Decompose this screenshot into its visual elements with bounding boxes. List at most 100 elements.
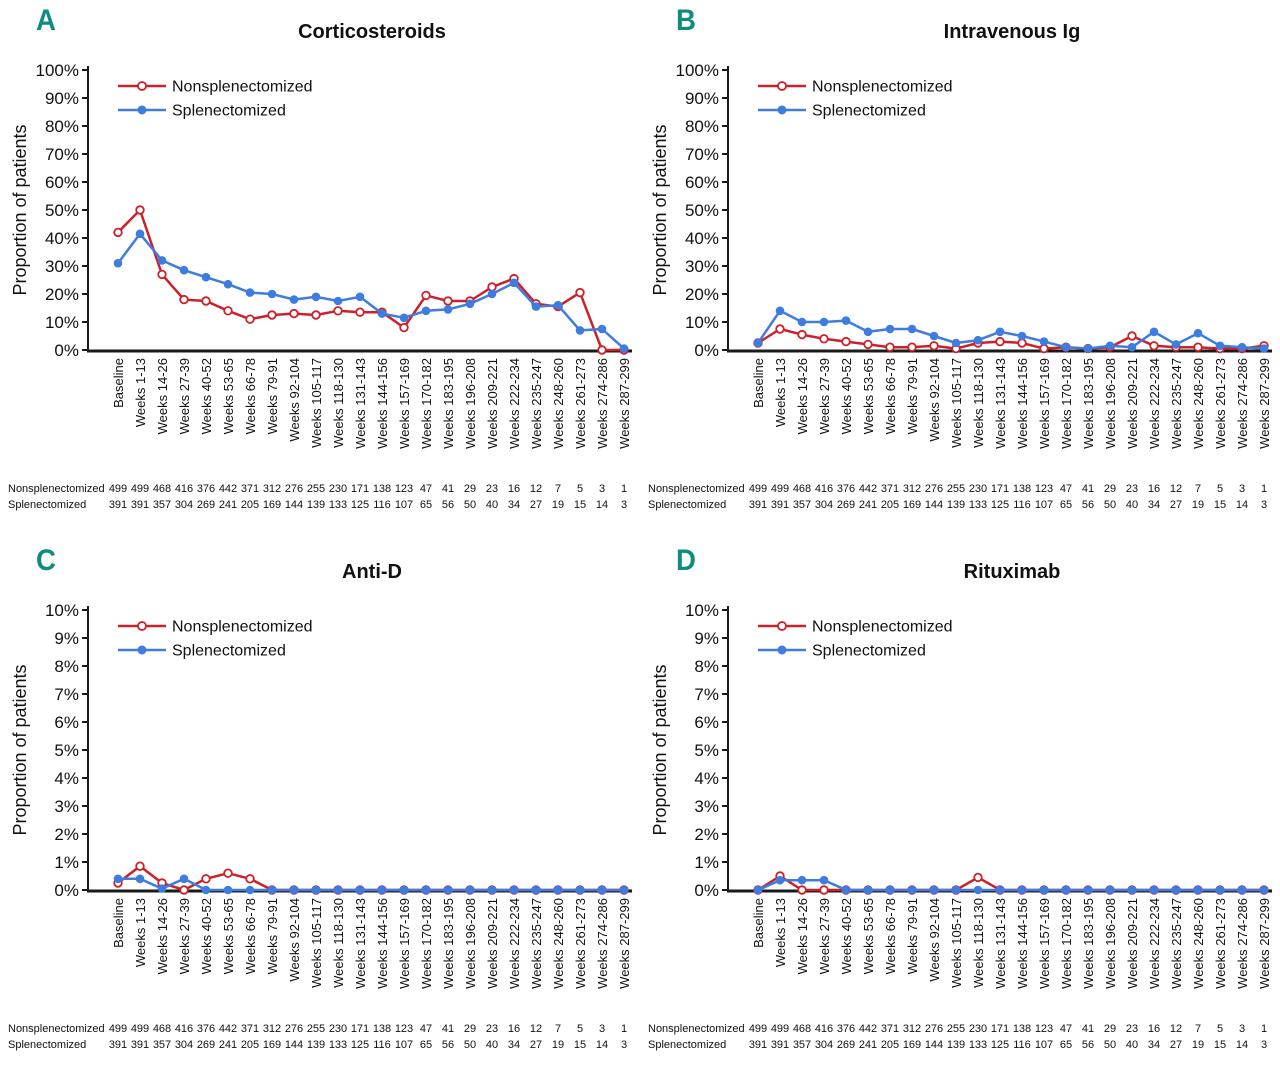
data-point-filled xyxy=(929,331,939,341)
x-tick-label: Weeks 53-65 xyxy=(221,358,236,434)
data-point-open xyxy=(929,341,939,351)
n-value: 312 xyxy=(263,1023,281,1035)
data-point-filled xyxy=(1017,885,1027,895)
data-point-open xyxy=(245,874,255,884)
data-point-filled xyxy=(355,292,365,302)
n-value: 442 xyxy=(859,1023,877,1035)
n-value: 499 xyxy=(109,1023,127,1035)
data-point-filled xyxy=(487,885,497,895)
n-value: 7 xyxy=(1195,483,1201,495)
x-tick-label: Weeks 131-143 xyxy=(353,358,368,449)
data-point-filled xyxy=(355,885,365,895)
data-point-filled xyxy=(553,885,563,895)
chart-rituximab: Rituximab 0% 1% 2% 3% 4% 5% 6% 7% 8% 9% 10% Proporti… xyxy=(648,561,1272,1051)
y-tick-label: 40% xyxy=(685,229,719,248)
n-value: 23 xyxy=(486,483,498,495)
n-value: 1 xyxy=(621,1023,627,1035)
n-value: 230 xyxy=(969,483,987,495)
data-point-open xyxy=(487,282,497,292)
x-tick-label: Weeks 170-182 xyxy=(419,898,434,989)
n-value: 205 xyxy=(241,499,259,511)
data-point-filled xyxy=(421,306,431,316)
panel-d-rituximab: D Rituximab 0% 1% 2% 3% 4% 5% 6% 7% 8% 9% 10% Propor… xyxy=(640,540,1280,1077)
n-value: 499 xyxy=(749,1023,767,1035)
n-value: 276 xyxy=(285,483,303,495)
y-tick-label: 20% xyxy=(45,285,79,304)
n-table-row-label: Splenectomized xyxy=(648,499,726,511)
chart-anti-d: Anti-D 0% 1% 2% 3% 4% 5% 6% 7% 8% 9% 10% Proportion … xyxy=(8,561,632,1051)
n-value: 116 xyxy=(1013,1039,1031,1051)
legend: Nonsplenectomized Splenectomized xyxy=(118,79,313,120)
x-tick-label: Weeks 170-182 xyxy=(1059,358,1074,449)
x-tick-label: Weeks 79-91 xyxy=(905,358,920,434)
n-value: 376 xyxy=(197,483,215,495)
n-value: 29 xyxy=(464,483,476,495)
n-value: 144 xyxy=(285,499,303,511)
x-tick-label: Weeks 118-130 xyxy=(971,898,986,988)
n-value: 40 xyxy=(1126,499,1138,511)
n-value: 133 xyxy=(329,499,347,511)
series-line xyxy=(118,877,624,892)
x-tick-label: Weeks 222-234 xyxy=(1147,358,1162,449)
x-tick-label: Weeks 105-117 xyxy=(309,358,324,448)
panel-letter-d: D xyxy=(676,544,696,577)
n-value: 16 xyxy=(1148,1023,1160,1035)
n-value: 50 xyxy=(1104,1039,1116,1051)
data-point-open xyxy=(311,310,321,320)
n-value: 171 xyxy=(991,483,1009,495)
y-tick-label: 5% xyxy=(694,741,719,760)
n-value: 41 xyxy=(442,483,454,495)
data-point-filled xyxy=(377,309,387,318)
legend-marker-filled-circle xyxy=(777,645,787,655)
n-value: 56 xyxy=(442,1039,454,1051)
data-point-filled xyxy=(311,292,321,302)
y-tick-label: 9% xyxy=(694,629,719,648)
data-point-filled xyxy=(841,885,851,895)
data-point-open xyxy=(819,885,829,895)
n-value: 125 xyxy=(991,499,1009,511)
y-tick-label: 3% xyxy=(54,797,79,816)
legend-marker-open-circle xyxy=(777,81,787,91)
series-splenectomized xyxy=(753,306,1269,353)
n-value: 14 xyxy=(596,1039,608,1051)
n-value: 3 xyxy=(1261,499,1267,511)
data-point-filled xyxy=(267,885,277,895)
x-tick-label: Weeks 222-234 xyxy=(507,898,522,989)
n-value: 276 xyxy=(925,1023,943,1035)
n-value: 107 xyxy=(1035,499,1053,511)
x-tick-label: Weeks 1-13 xyxy=(773,898,788,967)
series-line xyxy=(757,878,1264,892)
x-tick-label: Weeks 196-208 xyxy=(1103,898,1118,989)
n-value: 1 xyxy=(1261,1023,1267,1035)
n-value: 138 xyxy=(373,1023,391,1035)
x-tick-label: Weeks 53-65 xyxy=(861,358,876,434)
n-value: 499 xyxy=(131,1023,149,1035)
n-value: 139 xyxy=(307,499,325,511)
y-tick-label: 4% xyxy=(694,769,719,788)
data-point-open xyxy=(201,296,211,306)
data-point-filled xyxy=(179,874,189,884)
data-point-open xyxy=(443,296,453,306)
x-tick-label: Weeks 261-273 xyxy=(573,898,588,989)
n-value: 47 xyxy=(1060,483,1072,495)
data-point-filled xyxy=(775,875,785,885)
data-point-filled xyxy=(1061,885,1071,895)
n-value: 1 xyxy=(1261,483,1267,495)
n-value: 56 xyxy=(442,499,454,511)
legend-marker-open-circle xyxy=(137,81,147,91)
x-tick-label: Baseline xyxy=(111,898,126,948)
n-value: 41 xyxy=(1082,1023,1094,1035)
data-point-filled xyxy=(1149,885,1159,895)
n-value: 468 xyxy=(153,483,171,495)
n-value: 138 xyxy=(1013,483,1031,495)
x-tick-label: Weeks 261-273 xyxy=(1213,898,1228,989)
n-value: 230 xyxy=(969,1023,987,1035)
x-tick-label: Weeks 196-208 xyxy=(463,898,478,989)
data-point-filled xyxy=(1105,885,1115,895)
n-value: 304 xyxy=(175,499,193,511)
data-point-open xyxy=(1017,338,1027,348)
data-point-filled xyxy=(289,295,299,304)
n-value: 14 xyxy=(596,499,608,511)
x-tick-label: Weeks 79-91 xyxy=(265,358,280,434)
y-tick-label: 5% xyxy=(54,741,79,760)
